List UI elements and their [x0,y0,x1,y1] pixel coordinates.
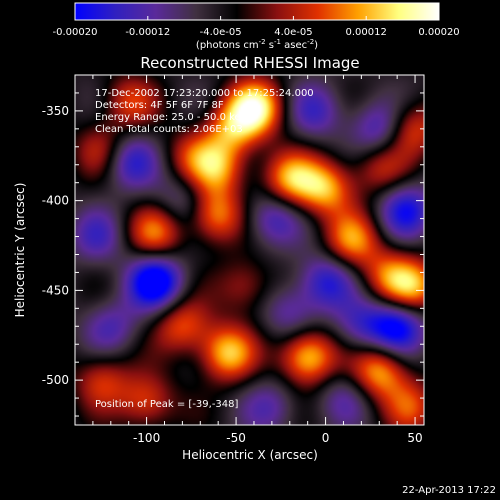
colorbar-ticks: -0.00020 -0.00012 -4.0e-05 4.0e-05 0.00012 0.… [53,16,460,38]
colorbar: -0.00020 -0.00012 -4.0e-05 4.0e-05 0.00012 0.… [53,2,460,51]
x-tick-label: -100 [133,431,160,445]
colorbar-tick-label: -0.00012 [125,27,170,38]
y-axis-label: Heliocentric Y (arcsec) [13,183,27,318]
colorbar-units: (photons cm-2 s-1 asec-2) [196,38,318,51]
colorbar-tick-label: -0.00020 [53,27,98,38]
x-tick-label: 0 [322,431,330,445]
footer-timestamp: 22-Apr-2013 17:22 [402,485,496,496]
heatmap-image [75,75,424,425]
colorbar-strip [74,2,440,21]
annotation-peak: Position of Peak = [-39,-348] [95,399,239,410]
colorbar-tick-label: 0.00012 [346,27,387,38]
annotation-energy: Energy Range: 25.0 - 50.0 keV [95,112,248,123]
y-tick-label: -450 [42,283,69,297]
axes-ticks: -100 -50 0 50-350-400-450-500 [42,74,424,445]
y-tick-label: -500 [42,373,69,387]
x-tick-label: 50 [407,431,422,445]
annotation-time: 17-Dec-2002 17:23:20.000 to 17:25:24.000 [95,88,314,99]
annotations: 17-Dec-2002 17:23:20.000 to 17:25:24.000… [95,88,314,410]
x-axis-label: Heliocentric X (arcsec) [182,448,318,462]
y-tick-label: -350 [42,104,69,118]
colorbar-tick-label: 0.00020 [418,27,459,38]
y-tick-label: -400 [42,194,69,208]
chart-title: Reconstructed RHESSI Image [140,54,359,72]
annotation-clean: Clean Total counts: 2.06E+03 [95,124,243,135]
annotation-detectors: Detectors: 4F 5F 6F 7F 8F [95,100,224,111]
colorbar-tick-label: 4.0e-05 [274,27,312,38]
plot-area: -100 -50 0 50-350-400-450-500 [42,74,425,445]
plot-frame [74,74,425,426]
x-tick-label: -50 [226,431,246,445]
colorbar-tick-label: -4.0e-05 [200,27,242,38]
